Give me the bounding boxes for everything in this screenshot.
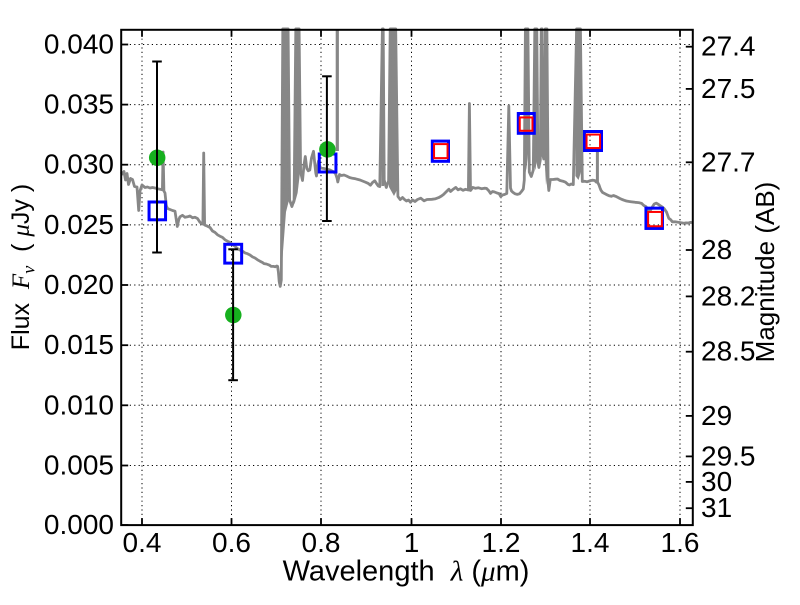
svg-text:1.2: 1.2 (482, 527, 521, 558)
svg-text:0.040: 0.040 (44, 29, 114, 60)
svg-text:Magnitude (AB): Magnitude (AB) (750, 182, 780, 363)
svg-text:0.000: 0.000 (44, 509, 114, 540)
svg-text:Wavelength λ (μm): Wavelength λ (μm) (283, 556, 530, 588)
svg-text:28.5: 28.5 (701, 336, 756, 367)
svg-text:0.6: 0.6 (212, 527, 251, 558)
svg-text:0.005: 0.005 (44, 450, 114, 481)
svg-text:0.020: 0.020 (44, 269, 114, 300)
svg-text:27.7: 27.7 (701, 146, 756, 177)
svg-text:0.4: 0.4 (123, 527, 162, 558)
svg-text:0.035: 0.035 (44, 89, 114, 120)
svg-text:0.025: 0.025 (44, 209, 114, 240)
svg-text:30: 30 (701, 466, 732, 497)
svg-text:0.015: 0.015 (44, 329, 114, 360)
svg-text:27.4: 27.4 (701, 31, 756, 62)
svg-text:29.5: 29.5 (701, 440, 756, 471)
svg-text:0.010: 0.010 (44, 389, 114, 420)
svg-text:1: 1 (404, 527, 420, 558)
svg-text:31: 31 (701, 492, 732, 523)
svg-text:0.030: 0.030 (44, 149, 114, 180)
svg-text:0.8: 0.8 (302, 527, 341, 558)
svg-text:27.5: 27.5 (701, 73, 756, 104)
svg-text:28.2: 28.2 (701, 280, 756, 311)
svg-text:1.4: 1.4 (571, 527, 610, 558)
svg-text:28: 28 (701, 234, 732, 265)
svg-text:29: 29 (701, 400, 732, 431)
svg-text:1.6: 1.6 (661, 527, 700, 558)
